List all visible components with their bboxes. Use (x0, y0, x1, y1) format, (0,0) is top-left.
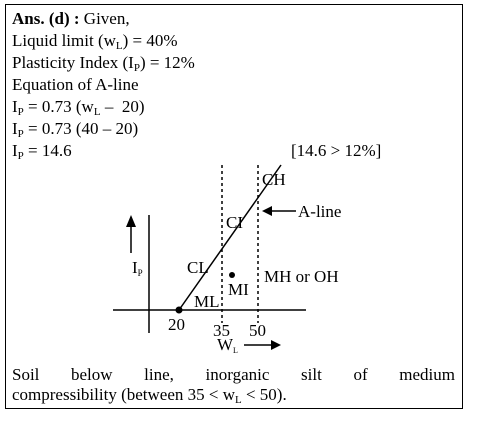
word: silt (301, 365, 322, 384)
working-line: Plasticity Index (IP) = 12% (12, 53, 195, 78)
subscript: L (93, 106, 101, 118)
y-axis-label: IP (132, 258, 143, 278)
mi-label: MI (228, 280, 249, 299)
conclusion-line: Soil below line, inorganic silt of medium (12, 365, 455, 385)
subscript: P (17, 106, 24, 118)
word: inorganic (205, 365, 270, 384)
subscript: L (234, 394, 242, 406)
check: [14.6 > 12%] (291, 141, 382, 160)
word: Soil (12, 365, 40, 384)
answer-label: Ans. (d) : (12, 9, 80, 28)
text: ) = 40% (122, 31, 178, 50)
answer-head: Ans. (d) : Given, (12, 9, 130, 29)
ci-label: CI (226, 213, 243, 232)
tick-label: 35 (213, 321, 230, 340)
word: medium (399, 365, 455, 384)
text: = 0.73 (w (23, 97, 94, 116)
mh-label: MH or OH (264, 267, 339, 286)
text: Equation of A-line (12, 75, 139, 94)
text: – 20) (100, 97, 145, 116)
subscript: P (17, 128, 24, 140)
answer-box: Ans. (d) : Given, Liquid limit (wL) = 40… (5, 4, 463, 409)
ch-label: CH (262, 170, 286, 189)
subscript: P (17, 150, 24, 162)
word: below (71, 365, 113, 384)
ml-label: ML (194, 292, 220, 311)
working-line: IP = 0.73 (40 – 20) (12, 119, 138, 144)
cl-label: CL (187, 258, 209, 277)
text: Plasticity Index (I (12, 53, 134, 72)
text: < 50). (241, 385, 287, 404)
tick-label: 20 (168, 315, 185, 334)
working-line: Equation of A-line (12, 75, 139, 95)
a-line-label: A-line (298, 202, 341, 221)
text: = 14.6 (23, 141, 72, 160)
text: ) = 12% (139, 53, 195, 72)
word: line, (144, 365, 174, 384)
working-line: IP = 0.73 (wL – 20) (12, 97, 144, 122)
tick-label: 50 (249, 321, 266, 340)
word: of (353, 365, 368, 384)
working-line: IP = 14.6 (12, 141, 72, 166)
text: Liquid limit (w (12, 31, 116, 50)
text: I (12, 97, 18, 116)
conclusion-line: compressibility (between 35 < wL < 50). (12, 385, 287, 410)
text: compressibility (between 35 < w (12, 385, 235, 404)
text: I (12, 119, 18, 138)
text: I (12, 141, 18, 160)
x-axis-label: WL (217, 335, 238, 355)
working-line: Liquid limit (wL) = 40% (12, 31, 178, 56)
plasticity-chart: CH CI A-line IP CL MI MH or OH ML 20 35 … (113, 164, 341, 355)
subscript: L (115, 40, 123, 52)
answer-intro: Given, (83, 9, 130, 28)
text: = 0.73 (40 – 20) (23, 119, 139, 138)
subscript: P (133, 62, 140, 74)
